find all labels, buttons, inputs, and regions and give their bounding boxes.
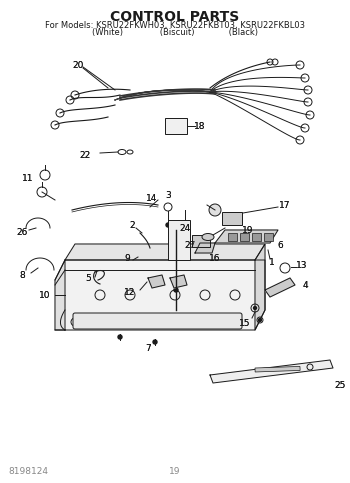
Text: 26: 26 bbox=[16, 227, 28, 237]
Text: 4: 4 bbox=[302, 281, 308, 289]
Polygon shape bbox=[148, 275, 165, 288]
Text: 11: 11 bbox=[22, 173, 34, 183]
Text: 12: 12 bbox=[124, 287, 136, 297]
Text: 26: 26 bbox=[16, 227, 28, 237]
Bar bbox=[143, 248, 157, 258]
Text: 15: 15 bbox=[239, 318, 251, 327]
Polygon shape bbox=[265, 278, 295, 297]
Text: 8: 8 bbox=[19, 270, 25, 280]
Text: 1: 1 bbox=[269, 257, 275, 267]
Text: 15: 15 bbox=[239, 318, 251, 327]
Text: 22: 22 bbox=[79, 151, 91, 159]
Text: (White)              (Biscuit)             (Black): (White) (Biscuit) (Black) bbox=[92, 28, 258, 37]
Circle shape bbox=[166, 223, 170, 227]
Bar bbox=[146, 258, 154, 264]
Text: 9: 9 bbox=[124, 254, 130, 262]
Bar bbox=[222, 212, 242, 225]
Text: 7: 7 bbox=[145, 343, 151, 353]
Text: 10: 10 bbox=[39, 290, 51, 299]
Text: 19: 19 bbox=[242, 226, 254, 235]
Bar bbox=[138, 255, 156, 267]
Circle shape bbox=[253, 307, 257, 310]
Text: 17: 17 bbox=[279, 200, 291, 210]
Text: 24: 24 bbox=[179, 224, 191, 232]
Circle shape bbox=[280, 263, 290, 273]
Ellipse shape bbox=[202, 233, 214, 241]
Text: For Models: KSRU22FKWH03, KSRU22FKBT03, KSRU22FKBL03: For Models: KSRU22FKWH03, KSRU22FKBT03, … bbox=[45, 21, 305, 30]
Text: 5: 5 bbox=[85, 273, 91, 283]
Text: 13: 13 bbox=[296, 260, 308, 270]
Text: 6: 6 bbox=[277, 241, 283, 250]
Polygon shape bbox=[65, 244, 265, 260]
Bar bbox=[255, 367, 300, 372]
Text: 19: 19 bbox=[242, 226, 254, 235]
Polygon shape bbox=[55, 260, 65, 330]
Bar bbox=[252, 233, 261, 241]
Circle shape bbox=[259, 318, 261, 322]
Text: 25: 25 bbox=[334, 381, 346, 389]
Polygon shape bbox=[210, 360, 333, 383]
Text: 9: 9 bbox=[124, 254, 130, 262]
Circle shape bbox=[153, 340, 157, 344]
Text: 5: 5 bbox=[85, 273, 91, 283]
Text: 14: 14 bbox=[146, 194, 158, 202]
Bar bbox=[228, 233, 237, 241]
Bar bbox=[168, 220, 190, 260]
Circle shape bbox=[174, 288, 178, 292]
Text: 22: 22 bbox=[79, 151, 91, 159]
Text: 16: 16 bbox=[209, 254, 221, 262]
Text: 2: 2 bbox=[129, 221, 135, 229]
Text: 18: 18 bbox=[194, 122, 206, 130]
Text: 8: 8 bbox=[19, 270, 25, 280]
Text: 4: 4 bbox=[302, 281, 308, 289]
Text: 19: 19 bbox=[169, 467, 181, 476]
FancyBboxPatch shape bbox=[73, 313, 242, 329]
Text: 7: 7 bbox=[145, 343, 151, 353]
Text: 20: 20 bbox=[72, 60, 84, 70]
Bar bbox=[192, 235, 210, 247]
Circle shape bbox=[209, 204, 221, 216]
Text: 27: 27 bbox=[184, 241, 196, 250]
Polygon shape bbox=[255, 244, 265, 330]
Text: 11: 11 bbox=[22, 173, 34, 183]
Text: 27: 27 bbox=[184, 241, 196, 250]
Polygon shape bbox=[55, 260, 265, 330]
Text: 20: 20 bbox=[72, 60, 84, 70]
Text: 14: 14 bbox=[146, 194, 158, 202]
Text: 12: 12 bbox=[124, 287, 136, 297]
Polygon shape bbox=[195, 243, 215, 253]
Text: 17: 17 bbox=[279, 200, 291, 210]
Bar bbox=[240, 233, 249, 241]
Circle shape bbox=[118, 335, 122, 339]
Text: 6: 6 bbox=[277, 241, 283, 250]
Text: 3: 3 bbox=[165, 190, 171, 199]
Text: 24: 24 bbox=[179, 224, 191, 232]
Text: 8198124: 8198124 bbox=[8, 467, 48, 476]
Bar bbox=[165, 118, 187, 134]
Polygon shape bbox=[215, 230, 278, 243]
Text: 16: 16 bbox=[209, 254, 221, 262]
Bar bbox=[264, 233, 273, 241]
Text: 3: 3 bbox=[165, 190, 171, 199]
Polygon shape bbox=[170, 275, 187, 288]
Text: CONTROL PARTS: CONTROL PARTS bbox=[110, 10, 240, 24]
Text: 2: 2 bbox=[129, 221, 135, 229]
Text: 1: 1 bbox=[269, 257, 275, 267]
Text: 25: 25 bbox=[334, 381, 346, 389]
Circle shape bbox=[174, 233, 178, 237]
Text: 13: 13 bbox=[296, 260, 308, 270]
Text: 18: 18 bbox=[194, 122, 206, 130]
Text: 10: 10 bbox=[39, 290, 51, 299]
